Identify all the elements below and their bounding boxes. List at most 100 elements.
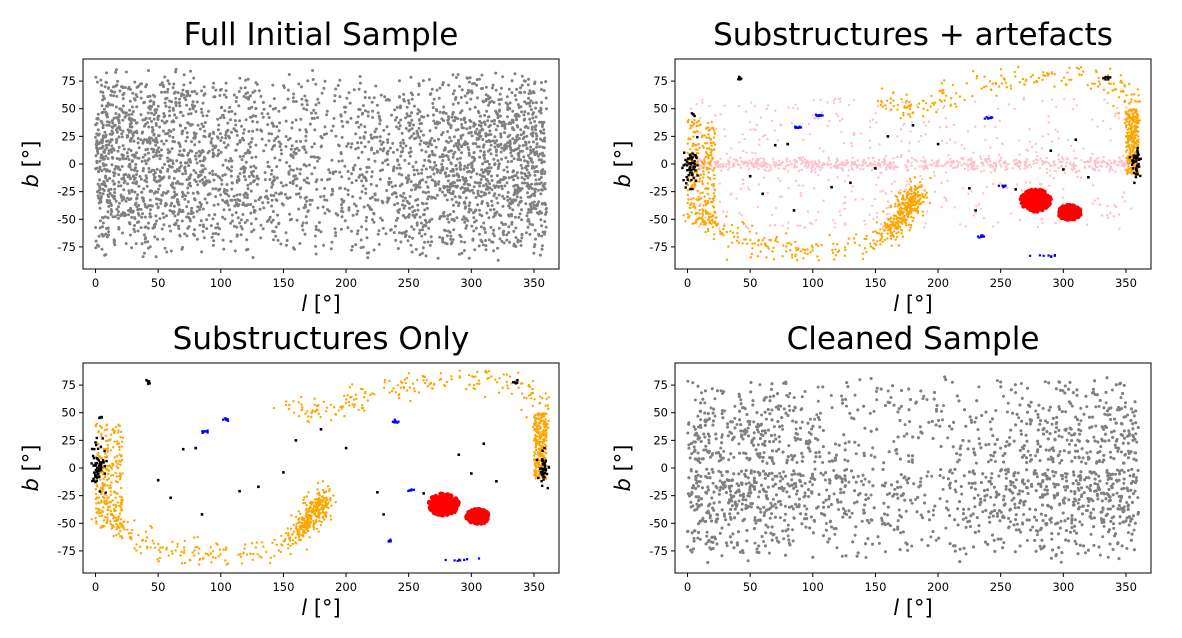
star-point [529,99,533,103]
star-point [177,227,181,231]
star-point [178,208,182,212]
stream-point [699,192,702,195]
star-point [426,145,430,148]
star-point [178,182,181,186]
star-point [123,86,127,89]
star-point [117,173,121,177]
star-point [167,176,171,180]
star-point [211,217,215,221]
star-point [272,97,276,101]
star-point [147,167,151,170]
artefact-point [1022,96,1026,100]
artefact-point [1095,158,1098,161]
artefact-point [850,144,854,148]
stream-point [693,183,697,187]
stream-point [1123,121,1127,125]
star-point [121,110,125,114]
star-point [118,128,122,132]
stream-point [1131,151,1134,154]
star-point [443,214,446,218]
artefact-point [737,163,740,167]
star-point [152,113,156,117]
star-point [503,184,507,188]
star-point [462,249,466,252]
star-point [152,173,156,176]
stream-point [1136,100,1139,104]
star-point [110,119,114,123]
star-point [175,200,179,204]
star-point [103,85,107,89]
star-point [193,104,197,108]
artefact-point [829,163,832,166]
star-point [416,132,420,135]
artefact-point [699,202,702,205]
artefact-point [839,100,842,103]
star-point [485,184,489,188]
star-point [141,169,145,173]
star-point [229,169,233,173]
star-point [505,238,509,242]
star-point [110,125,114,129]
artefact-point [1017,139,1021,142]
stream-point [897,244,900,247]
star-point [235,178,239,182]
star-point [442,105,446,109]
artefact-point [1050,140,1053,143]
star-point [532,111,536,115]
star-point [350,172,353,176]
star-point [330,240,334,244]
star-point [534,237,537,241]
stream-point [1125,120,1129,123]
star-point [471,142,475,146]
artefact-point [836,114,840,118]
star-point [226,203,230,207]
star-point [120,135,124,139]
star-point [478,131,481,135]
star-point [467,153,471,157]
star-point [453,150,457,154]
star-point [181,172,185,176]
artefact-point [945,160,949,163]
artefact-point [756,161,760,165]
star-point [516,203,520,207]
star-point [115,157,119,160]
star-point [445,167,449,170]
artefact-point [730,192,733,195]
star-point [482,221,486,225]
star-point [193,197,196,201]
star-point [135,221,139,224]
star-point [140,159,144,163]
star-point [437,96,441,100]
star-point [186,191,190,195]
star-point [274,225,278,229]
star-point [168,114,171,118]
star-point [487,115,491,119]
star-point [270,181,274,185]
star-point [267,139,271,143]
artefact-point [1114,160,1117,163]
star-point [485,201,489,205]
star-point [206,180,210,184]
star-point [152,133,156,137]
star-point [541,139,545,143]
star-point [460,251,464,255]
star-point [202,85,206,89]
star-point [238,76,242,80]
star-point [404,233,408,237]
star-point [107,204,111,208]
stream-point [1090,87,1093,90]
artefact-point [907,183,911,186]
star-point [358,196,362,200]
artefact-point [980,170,983,173]
star-point [240,227,244,231]
artefact-point [947,153,950,157]
star-point [522,113,526,117]
star-point [340,159,344,163]
star-point [198,179,202,183]
x-tick-label: 0 [92,276,99,290]
artefact-point [882,225,885,228]
star-point [451,184,455,188]
star-point [360,190,364,194]
artefact-point [787,187,790,190]
star-point [254,166,258,170]
